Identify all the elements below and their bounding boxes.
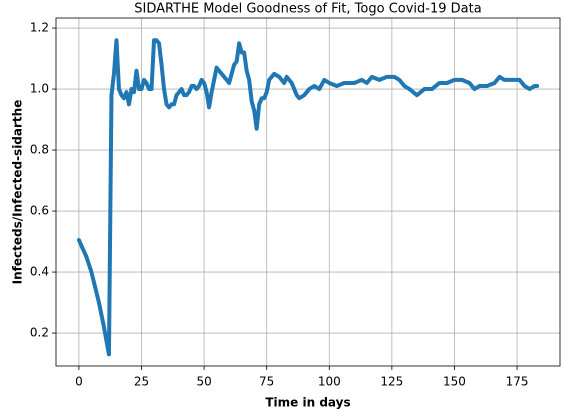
y-tick-label: 1.0 xyxy=(30,82,49,96)
plot-frame xyxy=(55,17,561,367)
data-line xyxy=(76,38,540,357)
x-tick-label: 0 xyxy=(75,375,83,389)
chart-title: SIDARTHE Model Goodness of Fit, Togo Cov… xyxy=(134,2,481,17)
x-tick-label: 50 xyxy=(196,375,211,389)
y-tick-label: 0.8 xyxy=(30,143,49,157)
x-tick-label: 175 xyxy=(506,375,529,389)
y-tick-label: 0.4 xyxy=(30,265,49,279)
y-axis-label: Infecteds/Infected-sidarthe xyxy=(11,100,25,285)
y-tick-label: 1.2 xyxy=(30,21,49,35)
y-tick-label: 0.2 xyxy=(30,326,49,340)
x-tick-label: 25 xyxy=(134,375,149,389)
x-tick-label: 100 xyxy=(318,375,341,389)
y-tick-label: 0.6 xyxy=(30,204,49,218)
x-axis-label: Time in days xyxy=(265,396,350,410)
x-tick-label: 75 xyxy=(259,375,274,389)
x-tick-label: 125 xyxy=(380,375,403,389)
x-tick-label: 150 xyxy=(443,375,466,389)
